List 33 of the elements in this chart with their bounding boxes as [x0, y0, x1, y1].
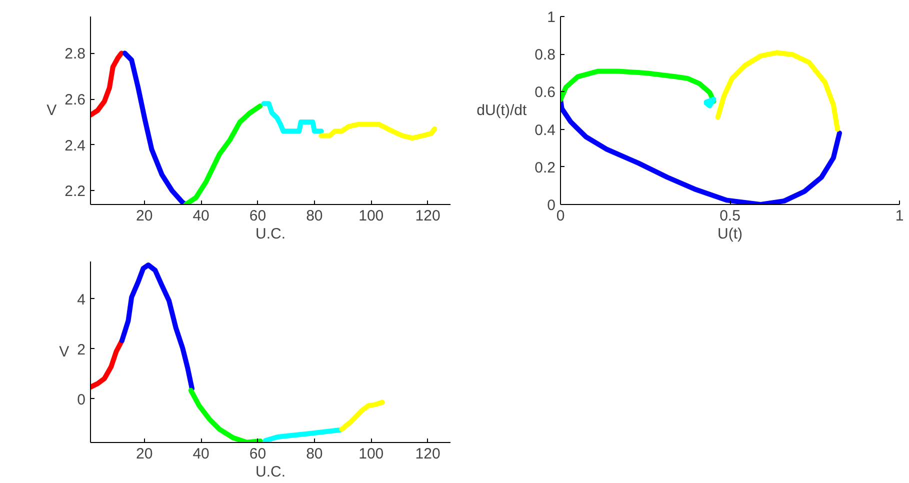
- x-tick-label: 100: [358, 446, 384, 462]
- y-tick-label: 1: [547, 9, 556, 26]
- y-tick-label: 2.4: [64, 137, 86, 154]
- y-tick-label: 0.4: [534, 122, 556, 139]
- x-tick-label: 40: [192, 208, 210, 224]
- x-tick-label: 60: [249, 208, 266, 224]
- y-tick-label: 0.8: [534, 46, 556, 64]
- y-tick-label: 2.8: [64, 46, 86, 63]
- y-axis-title: V: [46, 102, 57, 119]
- y-tick-label: 2: [77, 341, 86, 358]
- y-axis-title: dU(t)/dt: [476, 102, 528, 119]
- x-tick-label: 120: [415, 208, 440, 224]
- x-tick-label: 20: [136, 446, 153, 462]
- x-tick-label: 120: [415, 446, 440, 462]
- x-tick-label: 40: [192, 446, 210, 462]
- x-tick-label: 20: [136, 208, 153, 224]
- y-tick-label: 0: [77, 391, 86, 408]
- y-tick-label: 0.2: [534, 159, 556, 176]
- y-tick-label: 4: [77, 291, 86, 308]
- x-tick-label: 100: [358, 208, 384, 224]
- x-tick-label: 1: [895, 208, 904, 224]
- x-axis-title: U.C.: [256, 226, 286, 242]
- y-tick-label: 2.2: [64, 183, 86, 200]
- y-axis-title: V: [59, 344, 70, 360]
- x-tick-label: 60: [249, 446, 266, 462]
- y-tick-label: 0: [547, 197, 556, 214]
- x-tick-label: 80: [306, 208, 323, 224]
- x-tick-label: 0.5: [720, 208, 740, 224]
- x-tick-label: 80: [306, 446, 323, 462]
- x-axis-title: U.C.: [256, 464, 286, 480]
- y-tick-label: 0.6: [534, 84, 556, 102]
- x-axis-title: U(t): [718, 226, 743, 242]
- y-tick-label: 2.6: [64, 92, 86, 109]
